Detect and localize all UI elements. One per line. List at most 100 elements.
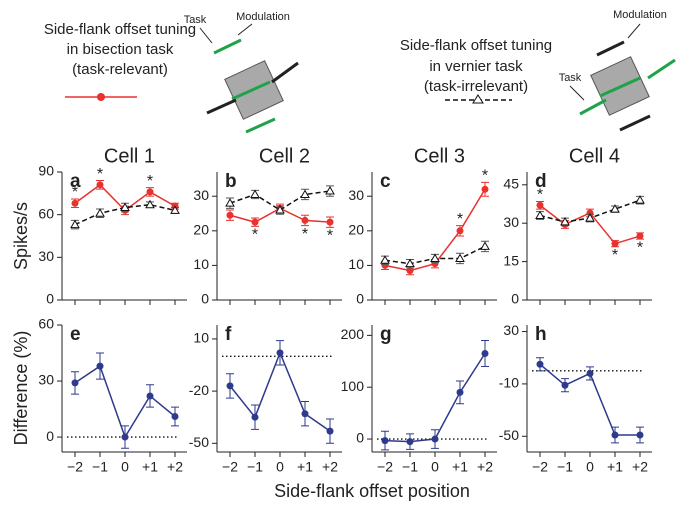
data-point: [71, 379, 79, 387]
x-tick-label: +2: [167, 459, 183, 475]
significance-star: *: [637, 239, 643, 256]
y-tick-label: 10: [193, 330, 209, 346]
diagram-label: Modulation: [236, 11, 290, 23]
data-point: [146, 392, 154, 400]
data-point: [406, 438, 414, 446]
y-tick-label: -10: [499, 375, 519, 391]
data-point: [536, 360, 544, 368]
legend-text: Side-flank offset tuning: [400, 37, 552, 54]
data-point: [456, 388, 464, 396]
panel-letter: d: [535, 171, 547, 192]
significance-star: *: [482, 168, 488, 185]
y-tick-label: 30: [348, 187, 364, 203]
legend-text: (task-irrelevant): [424, 78, 528, 95]
y-tick-label: 60: [38, 205, 54, 221]
x-tick-label: +2: [477, 459, 493, 475]
y-tick-label: 30: [38, 372, 54, 388]
data-point: [455, 253, 465, 262]
y-tick-label: 60: [38, 316, 54, 332]
data-point: [251, 218, 259, 226]
x-tick-label: −2: [532, 459, 548, 475]
y-tick-label: -20: [189, 382, 209, 398]
x-tick-label: −2: [222, 459, 238, 475]
y-tick-label: -50: [189, 434, 209, 450]
panel-letter: b: [225, 171, 237, 192]
data-point: [300, 189, 310, 198]
data-point: [120, 202, 130, 212]
significance-star: *: [537, 187, 543, 204]
y-tick-label: 20: [193, 222, 209, 238]
data-point: [586, 369, 594, 377]
x-tick-label: +2: [632, 459, 648, 475]
x-tick-label: +1: [452, 459, 468, 475]
legend-marker: [472, 94, 484, 104]
data-point: [610, 204, 620, 213]
data-point: [251, 413, 259, 421]
x-tick-label: −2: [67, 459, 83, 475]
x-tick-label: 0: [431, 459, 439, 475]
x-tick-label: −2: [377, 459, 393, 475]
series-line: [74, 203, 176, 226]
series-line: [384, 353, 486, 443]
data-point: [301, 410, 309, 418]
data-point: [96, 181, 104, 189]
y-tick-label: -50: [499, 427, 519, 443]
y-tick-label: 30: [38, 248, 54, 264]
data-point: [225, 198, 235, 207]
panel-letter: h: [535, 324, 547, 345]
data-point: [71, 199, 79, 207]
panel-title: Cell 1: [104, 145, 155, 167]
data-point: [560, 216, 570, 226]
data-point: [431, 435, 439, 443]
data-point: [226, 211, 234, 219]
panel-letter: e: [70, 324, 81, 345]
significance-star: *: [97, 166, 103, 183]
y-tick-label: 10: [193, 256, 209, 272]
data-point: [301, 216, 309, 224]
data-point: [70, 219, 80, 229]
x-tick-label: +1: [297, 459, 313, 475]
data-point: [95, 208, 105, 217]
x-tick-label: −1: [557, 459, 573, 475]
stimulus-diagram: [569, 23, 676, 132]
significance-star: *: [457, 211, 463, 228]
stimulus-diagram: [199, 23, 299, 134]
y-tick-label: 200: [341, 326, 365, 342]
panel-letter: g: [380, 324, 392, 345]
data-point: [96, 362, 104, 370]
diagram-label: Task: [184, 14, 207, 26]
data-point: [611, 431, 619, 439]
y-tick-label: 20: [348, 222, 364, 238]
data-point: [456, 227, 464, 235]
significance-star: *: [302, 226, 308, 243]
y-tick-label: 100: [341, 378, 365, 394]
panel-title: Cell 3: [414, 145, 465, 167]
y-tick-label: 0: [201, 291, 209, 307]
data-point: [561, 381, 569, 389]
y-tick-label: 0: [356, 291, 364, 307]
x-tick-label: −1: [247, 459, 263, 475]
significance-star: *: [327, 228, 333, 245]
x-tick-label: +1: [142, 459, 158, 475]
data-point: [636, 431, 644, 439]
data-point: [146, 188, 154, 196]
legend-marker: [97, 93, 105, 101]
data-point: [276, 349, 284, 357]
panel-letter: f: [225, 324, 232, 345]
data-point: [481, 185, 489, 193]
legend-text: (task-relevant): [72, 61, 168, 78]
legend-text: Side-flank offset tuning: [44, 21, 196, 38]
y-axis-title: Difference (%): [11, 331, 31, 446]
data-point: [170, 205, 180, 214]
x-tick-label: 0: [586, 459, 594, 475]
y-tick-label: 30: [503, 214, 519, 230]
x-tick-label: +2: [322, 459, 338, 475]
data-point: [406, 267, 414, 275]
x-tick-label: 0: [121, 459, 129, 475]
data-point: [430, 253, 440, 262]
y-tick-label: 15: [503, 252, 519, 268]
y-tick-label: 10: [348, 256, 364, 272]
data-point: [611, 240, 619, 248]
data-point: [121, 433, 129, 441]
y-tick-label: 45: [503, 176, 519, 192]
